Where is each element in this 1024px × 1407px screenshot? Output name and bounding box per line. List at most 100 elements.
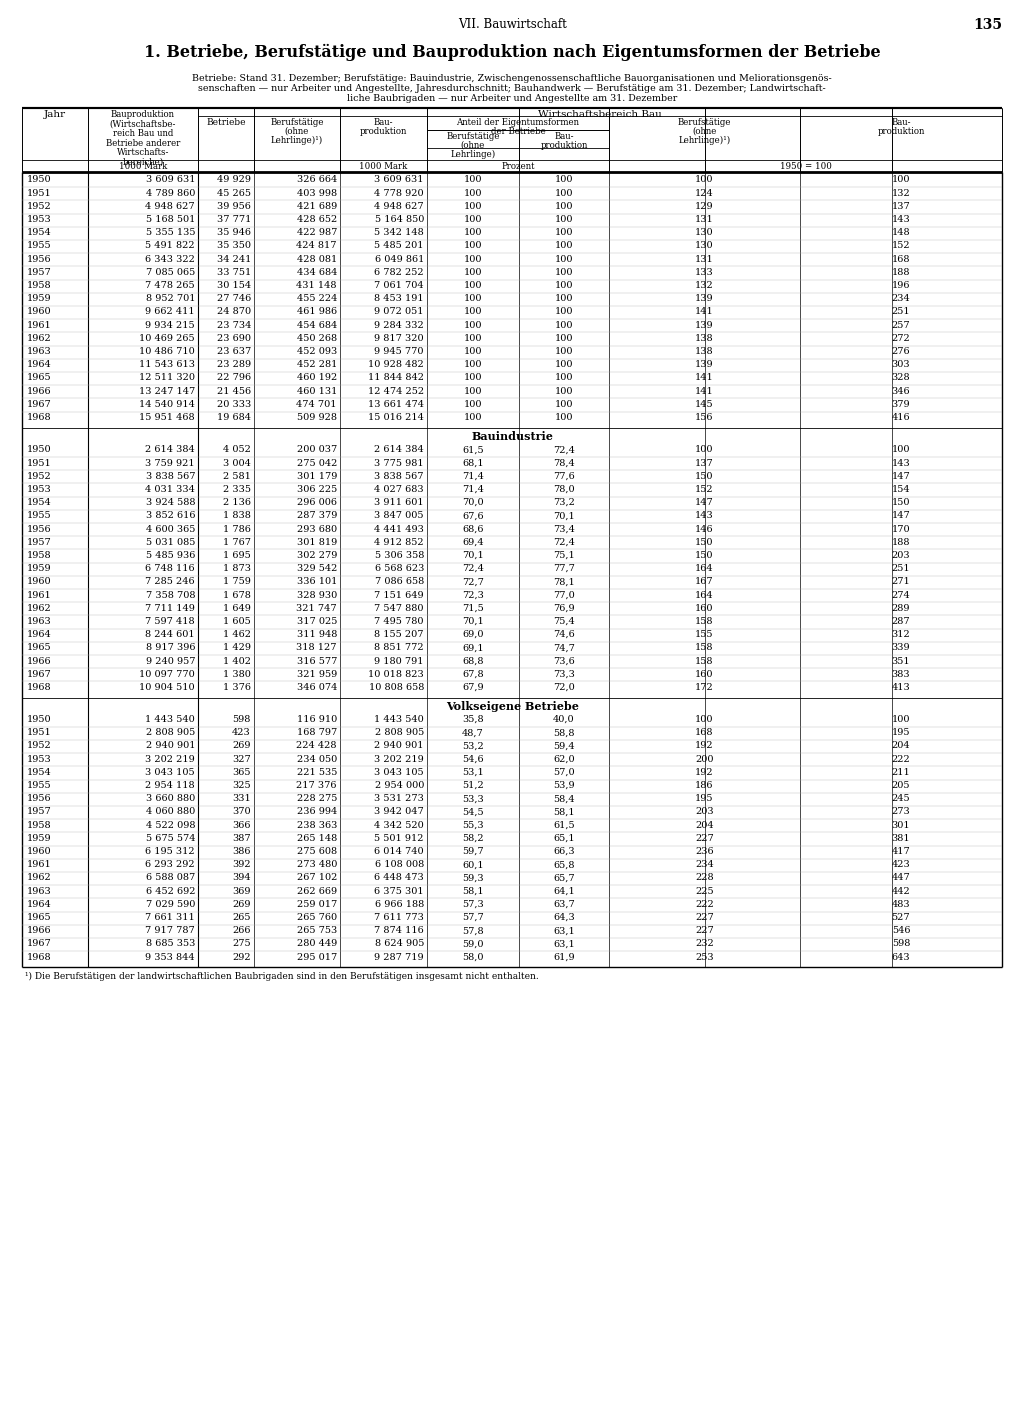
- Text: 8 155 207: 8 155 207: [375, 630, 424, 639]
- Text: Volkseigene Betriebe: Volkseigene Betriebe: [445, 701, 579, 712]
- Text: 35 946: 35 946: [217, 228, 251, 238]
- Text: 326 664: 326 664: [297, 176, 337, 184]
- Text: 1958: 1958: [27, 281, 51, 290]
- Text: 413: 413: [892, 682, 910, 692]
- Text: 9 662 411: 9 662 411: [145, 308, 195, 317]
- Text: 59,7: 59,7: [462, 847, 483, 855]
- Text: 45 265: 45 265: [217, 189, 251, 198]
- Text: 293 680: 293 680: [297, 525, 337, 533]
- Text: 9 284 332: 9 284 332: [374, 321, 424, 329]
- Text: 4 031 334: 4 031 334: [145, 485, 195, 494]
- Text: 58,8: 58,8: [553, 729, 574, 737]
- Text: 7 711 149: 7 711 149: [145, 604, 195, 612]
- Text: 152: 152: [695, 485, 714, 494]
- Text: 77,7: 77,7: [553, 564, 574, 573]
- Text: 234: 234: [892, 294, 910, 304]
- Text: 301: 301: [892, 820, 910, 830]
- Text: 12 511 320: 12 511 320: [139, 373, 195, 383]
- Text: 331: 331: [232, 795, 251, 803]
- Text: 1966: 1966: [27, 657, 51, 666]
- Text: liche Baubrigaden — nur Arbeiter und Angestellte am 31. Dezember: liche Baubrigaden — nur Arbeiter und Ang…: [347, 94, 677, 103]
- Text: 3 202 219: 3 202 219: [145, 754, 195, 764]
- Text: 265 753: 265 753: [297, 926, 337, 936]
- Text: 100: 100: [555, 215, 573, 224]
- Text: 392: 392: [232, 860, 251, 870]
- Text: 1000 Mark: 1000 Mark: [359, 162, 408, 172]
- Text: 3 043 105: 3 043 105: [145, 768, 195, 777]
- Text: 1964: 1964: [27, 360, 52, 369]
- Text: 4 027 683: 4 027 683: [375, 485, 424, 494]
- Text: 527: 527: [892, 913, 910, 922]
- Text: 1967: 1967: [27, 670, 52, 678]
- Text: 158: 158: [695, 657, 714, 666]
- Text: 6 966 188: 6 966 188: [375, 900, 424, 909]
- Text: 222: 222: [892, 754, 910, 764]
- Text: 147: 147: [892, 511, 910, 521]
- Text: 164: 164: [695, 591, 714, 599]
- Text: 135: 135: [973, 18, 1002, 32]
- Text: 1961: 1961: [27, 860, 52, 870]
- Text: 5 501 912: 5 501 912: [375, 834, 424, 843]
- Text: 100: 100: [695, 176, 714, 184]
- Text: 100: 100: [555, 400, 573, 409]
- Text: 1 376: 1 376: [223, 682, 251, 692]
- Text: 100: 100: [464, 348, 482, 356]
- Text: 100: 100: [464, 267, 482, 277]
- Text: 1 678: 1 678: [223, 591, 251, 599]
- Text: 1000 Mark: 1000 Mark: [119, 162, 167, 172]
- Text: 1966: 1966: [27, 387, 51, 395]
- Text: 275: 275: [232, 940, 251, 948]
- Text: 234: 234: [695, 860, 714, 870]
- Text: 70,1: 70,1: [462, 616, 484, 626]
- Text: 100: 100: [464, 373, 482, 383]
- Text: 35 350: 35 350: [217, 242, 251, 250]
- Text: 6 343 322: 6 343 322: [145, 255, 195, 263]
- Text: 164: 164: [695, 564, 714, 573]
- Text: 116 910: 116 910: [297, 715, 337, 725]
- Text: 394: 394: [232, 874, 251, 882]
- Text: 3 609 631: 3 609 631: [145, 176, 195, 184]
- Text: 100: 100: [555, 348, 573, 356]
- Text: Betriebe: Betriebe: [206, 118, 246, 127]
- Text: 49 929: 49 929: [217, 176, 251, 184]
- Text: 428 652: 428 652: [297, 215, 337, 224]
- Text: 1965: 1965: [27, 913, 51, 922]
- Text: 228: 228: [695, 874, 714, 882]
- Text: 1960: 1960: [27, 847, 51, 855]
- Text: 100: 100: [464, 176, 482, 184]
- Text: 27 746: 27 746: [217, 294, 251, 304]
- Text: 100: 100: [555, 387, 573, 395]
- Text: 273: 273: [892, 808, 910, 816]
- Text: 321 959: 321 959: [297, 670, 337, 678]
- Text: 8 624 905: 8 624 905: [375, 940, 424, 948]
- Text: 253: 253: [695, 953, 714, 962]
- Text: 328 930: 328 930: [297, 591, 337, 599]
- Text: 10 097 770: 10 097 770: [139, 670, 195, 678]
- Text: 148: 148: [892, 228, 910, 238]
- Text: 195: 195: [695, 795, 714, 803]
- Text: 5 675 574: 5 675 574: [145, 834, 195, 843]
- Text: 68,6: 68,6: [462, 525, 483, 533]
- Text: 3 004: 3 004: [223, 459, 251, 467]
- Text: 172: 172: [695, 682, 714, 692]
- Text: 59,4: 59,4: [553, 741, 574, 750]
- Text: 6 293 292: 6 293 292: [145, 860, 195, 870]
- Text: 1 759: 1 759: [223, 577, 251, 587]
- Text: 5 168 501: 5 168 501: [145, 215, 195, 224]
- Text: 168: 168: [892, 255, 910, 263]
- Text: 72,0: 72,0: [553, 682, 574, 692]
- Text: 13 661 474: 13 661 474: [368, 400, 424, 409]
- Text: 1 695: 1 695: [223, 552, 251, 560]
- Text: 1 443 540: 1 443 540: [145, 715, 195, 725]
- Text: 4 600 365: 4 600 365: [145, 525, 195, 533]
- Text: 6 014 740: 6 014 740: [375, 847, 424, 855]
- Text: 100: 100: [464, 189, 482, 198]
- Text: 2 808 905: 2 808 905: [375, 729, 424, 737]
- Text: 100: 100: [555, 228, 573, 238]
- Text: 365: 365: [232, 768, 251, 777]
- Text: 369: 369: [232, 886, 251, 896]
- Text: 1965: 1965: [27, 373, 51, 383]
- Text: 7 917 787: 7 917 787: [145, 926, 195, 936]
- Text: 227: 227: [695, 834, 714, 843]
- Text: 366: 366: [232, 820, 251, 830]
